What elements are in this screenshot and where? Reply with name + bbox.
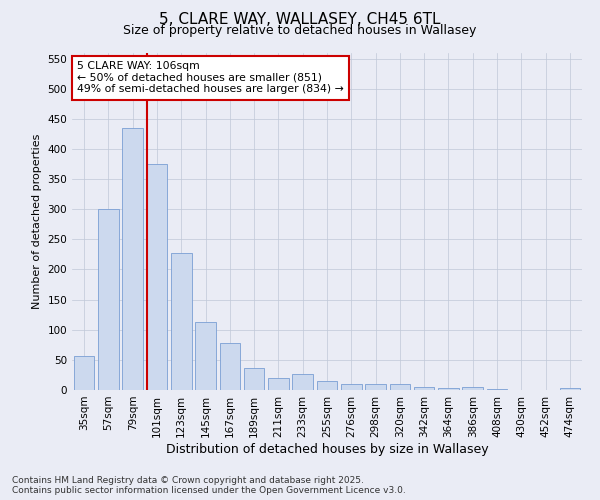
Bar <box>365 384 386 390</box>
Bar <box>146 164 167 390</box>
Bar <box>317 381 337 390</box>
Bar <box>195 322 216 390</box>
X-axis label: Distribution of detached houses by size in Wallasey: Distribution of detached houses by size … <box>166 442 488 456</box>
Bar <box>438 388 459 390</box>
Bar <box>98 209 119 390</box>
Bar <box>414 387 434 390</box>
Bar <box>341 384 362 390</box>
Text: Contains HM Land Registry data © Crown copyright and database right 2025.
Contai: Contains HM Land Registry data © Crown c… <box>12 476 406 495</box>
Bar <box>560 388 580 390</box>
Bar <box>463 387 483 390</box>
Bar <box>220 343 240 390</box>
Bar <box>389 384 410 390</box>
Bar <box>122 128 143 390</box>
Text: 5 CLARE WAY: 106sqm
← 50% of detached houses are smaller (851)
49% of semi-detac: 5 CLARE WAY: 106sqm ← 50% of detached ho… <box>77 61 344 94</box>
Bar <box>244 368 265 390</box>
Text: 5, CLARE WAY, WALLASEY, CH45 6TL: 5, CLARE WAY, WALLASEY, CH45 6TL <box>159 12 441 28</box>
Text: Size of property relative to detached houses in Wallasey: Size of property relative to detached ho… <box>124 24 476 37</box>
Y-axis label: Number of detached properties: Number of detached properties <box>32 134 42 309</box>
Bar <box>292 374 313 390</box>
Bar <box>268 378 289 390</box>
Bar <box>74 356 94 390</box>
Bar <box>171 252 191 390</box>
